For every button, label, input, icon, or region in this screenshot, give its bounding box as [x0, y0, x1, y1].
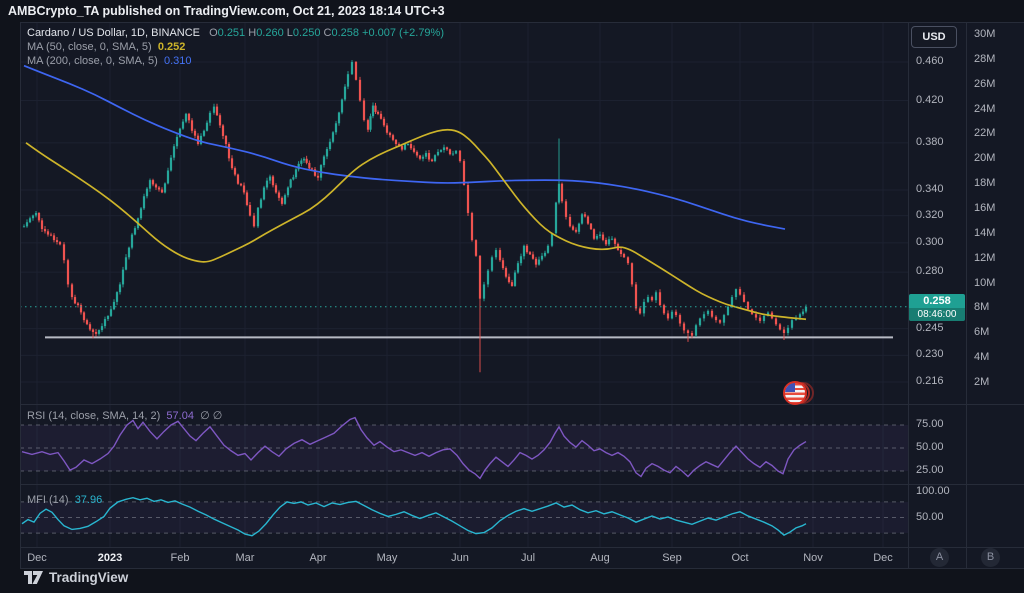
- rsi-legend: RSI (14, close, SMA, 14, 2) 57.04 ∅ ∅: [27, 409, 222, 422]
- rsi-pane[interactable]: [20, 404, 908, 484]
- pane-separator-mfi[interactable]: [20, 484, 1024, 485]
- frame-line-bottom: [20, 568, 1024, 569]
- price-scale-separator: [908, 22, 909, 568]
- ohlc-value: 0.250: [292, 27, 324, 39]
- ma200-line: [23, 64, 786, 230]
- rsi-hidden-values: ∅ ∅: [200, 410, 223, 422]
- candlestick-series: [22, 60, 808, 373]
- mfi-label[interactable]: MFI (14): [27, 494, 69, 506]
- mfi-legend: MFI (14) 37.96: [27, 494, 102, 506]
- ma200-legend: MA (200, close, 0, SMA, 5) 0.310: [27, 55, 192, 67]
- rsi-value: 57.04: [166, 410, 194, 422]
- frame-line-top: [20, 22, 1024, 23]
- frame-line-left: [20, 22, 21, 568]
- current-price-badge: 0.258 08:46:00: [909, 294, 965, 321]
- mfi-grid: [36, 484, 884, 547]
- rsi-grid: [36, 404, 884, 484]
- currency-toggle-button[interactable]: USD: [911, 26, 957, 48]
- ohlc-letter: C: [323, 27, 332, 39]
- tradingview-logo-icon: [24, 570, 43, 584]
- pane-separator-rsi[interactable]: [20, 404, 1024, 405]
- ma50-legend: MA (50, close, 0, SMA, 5) 0.252: [27, 41, 185, 53]
- chart-widget-background: [20, 22, 1024, 568]
- main-grid: [20, 22, 908, 404]
- us-flag-icon: [783, 381, 807, 405]
- main-price-pane[interactable]: [20, 22, 908, 404]
- ma200-value: 0.310: [163, 55, 192, 67]
- volume-scale-separator: [966, 22, 967, 568]
- ohlc-value: 0.258: [331, 27, 363, 39]
- ohlc-value: 0.251: [217, 27, 249, 39]
- ohlc-value: 0.260: [256, 27, 287, 39]
- ma50-label[interactable]: MA (50, close, 0, SMA, 5): [27, 41, 152, 53]
- symbol-title[interactable]: Cardano / US Dollar, 1D, BINANCE: [27, 27, 201, 39]
- mfi-line: [21, 497, 807, 537]
- ohlc-values: O0.251 H0.260 L0.250 C0.258: [209, 27, 362, 39]
- pane-button-b[interactable]: B: [981, 548, 1000, 567]
- ohlc-letter: O: [209, 27, 218, 39]
- daily-change: +0.007 (+2.79%): [362, 27, 444, 39]
- time-axis-separator: [20, 547, 1024, 548]
- tradingview-logo-text: TradingView: [49, 570, 129, 585]
- ma200-label[interactable]: MA (200, close, 0, SMA, 5): [27, 55, 158, 67]
- symbol-legend: Cardano / US Dollar, 1D, BINANCE O0.251 …: [27, 27, 444, 39]
- economic-event-flag-icon[interactable]: [783, 381, 817, 405]
- current-price: 0.258: [923, 295, 951, 307]
- tradingview-logo[interactable]: TradingView: [24, 570, 128, 585]
- pane-button-a[interactable]: A: [930, 548, 949, 567]
- bar-countdown: 08:46:00: [909, 308, 965, 321]
- ma50-line: [25, 128, 807, 321]
- ohlc-letter: L: [286, 27, 293, 39]
- rsi-line: [21, 416, 807, 480]
- rsi-label[interactable]: RSI (14, close, SMA, 14, 2): [27, 410, 161, 422]
- mfi-value: 37.96: [74, 494, 103, 506]
- mfi-pane[interactable]: [20, 484, 908, 547]
- ohlc-letter: H: [248, 27, 257, 39]
- ma50-value: 0.252: [157, 41, 186, 53]
- publish-attribution-header: AMBCrypto_TA published on TradingView.co…: [8, 4, 445, 18]
